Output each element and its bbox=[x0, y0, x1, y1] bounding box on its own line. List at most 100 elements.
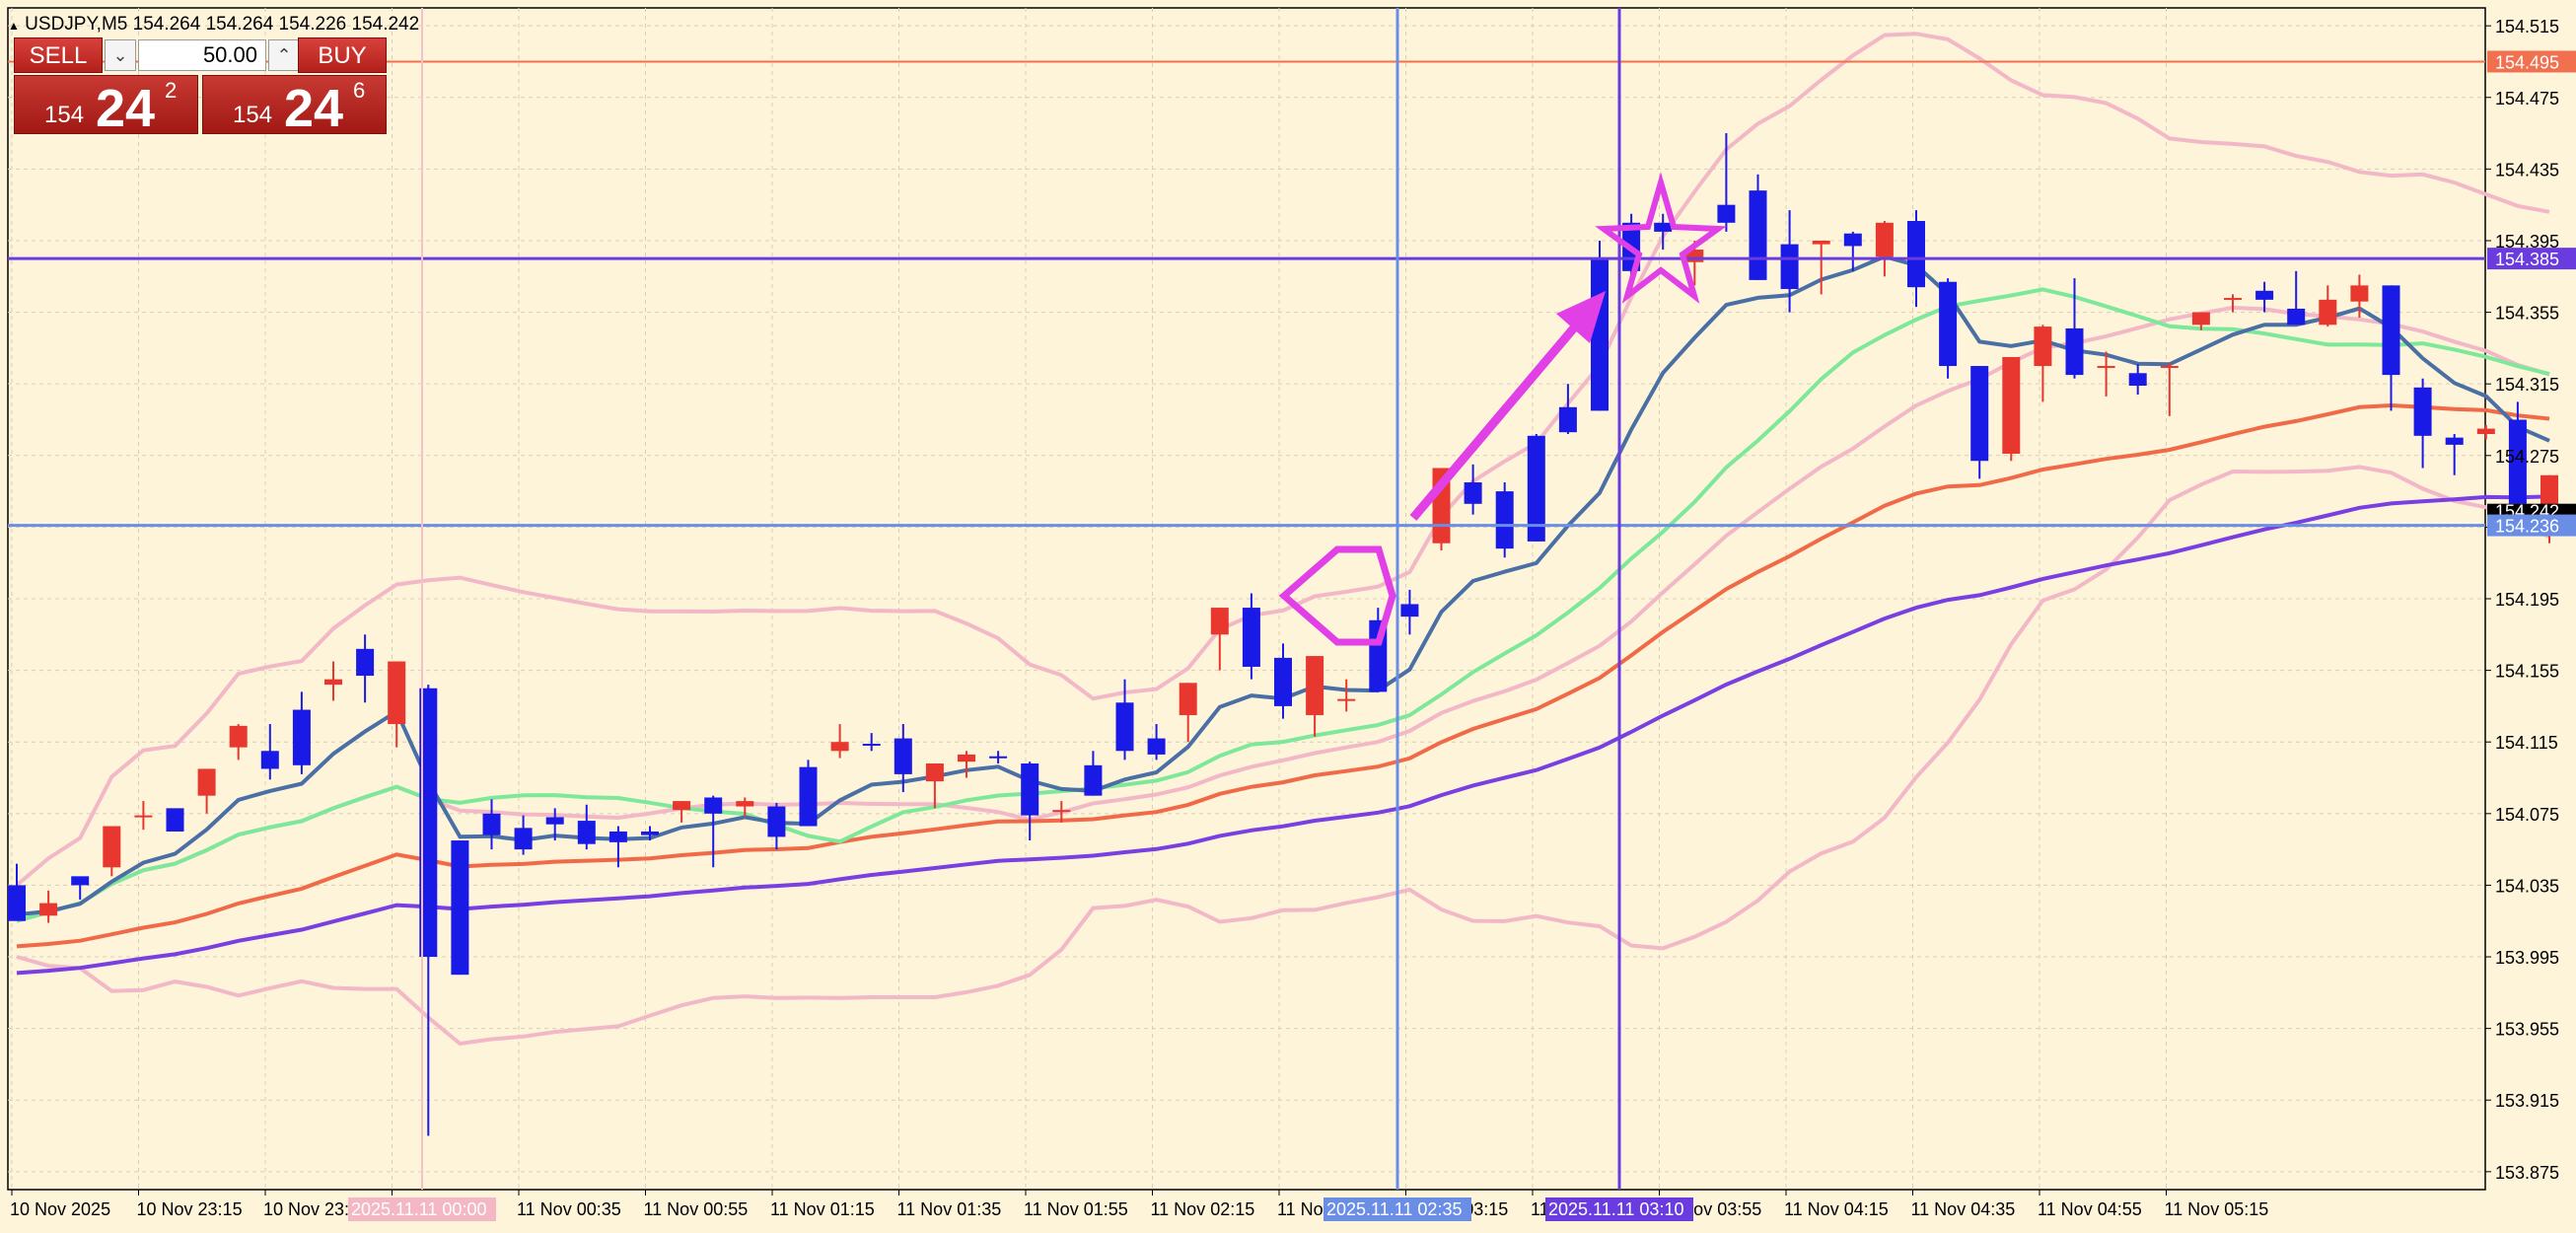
candle-body bbox=[2128, 373, 2147, 386]
time-axis[interactable]: 10 Nov 2025 10 Nov 23:15 10 Nov 23:35 11 No… bbox=[10, 1190, 2268, 1221]
candle-body bbox=[451, 840, 469, 976]
candle-body bbox=[1242, 608, 1260, 667]
vertical-lines[interactable] bbox=[421, 8, 1621, 1190]
purple-level-tag-bg bbox=[2487, 248, 2576, 270]
horizontal-levels[interactable] bbox=[8, 60, 2485, 528]
candle-body bbox=[2476, 428, 2495, 435]
candle-body bbox=[2065, 327, 2084, 376]
x-tick-label: 10 Nov 2025 bbox=[10, 1199, 110, 1219]
triangle-icon: ▲ bbox=[8, 19, 20, 33]
x-tick-label: 10 Nov 23:15 bbox=[137, 1199, 243, 1219]
candle-body bbox=[2097, 366, 2115, 369]
candle-body bbox=[2160, 366, 2179, 369]
candle-body bbox=[1464, 482, 1482, 504]
candle-body bbox=[71, 876, 90, 886]
sell-button[interactable]: SELL bbox=[14, 37, 103, 73]
candle-body bbox=[1495, 491, 1514, 549]
pink-time-label: 2025.11.11 00:00 bbox=[351, 1199, 486, 1219]
candle-body bbox=[134, 815, 153, 818]
candle-body bbox=[767, 806, 786, 837]
y-tick-label: 154.475 bbox=[2495, 89, 2559, 109]
candle-body bbox=[388, 661, 406, 725]
buy-price-display[interactable]: 154 24 6 bbox=[202, 75, 387, 138]
candle-body bbox=[197, 768, 216, 796]
y-tick-label: 153.875 bbox=[2495, 1163, 2559, 1183]
sell-price-main: 24 bbox=[96, 79, 156, 138]
candle-body bbox=[1527, 435, 1545, 542]
candle-body bbox=[1179, 683, 1197, 715]
lot-increase-button[interactable]: ⌃ bbox=[268, 39, 300, 71]
lot-size-input[interactable]: 50.00 bbox=[138, 39, 266, 71]
purple-time-label: 2025.11.11 03:10 bbox=[1548, 1199, 1683, 1219]
candle-body bbox=[1052, 810, 1071, 813]
red-level-tag: 154.495 bbox=[2495, 52, 2559, 72]
price-axis[interactable]: 154.515 154.475 154.435 154.395 154.355 154.3… bbox=[2485, 17, 2559, 1183]
candle-body bbox=[925, 762, 944, 782]
sell-price-prefix: 154 bbox=[44, 102, 85, 128]
star-shape[interactable] bbox=[1595, 172, 1727, 304]
candle-body bbox=[514, 828, 533, 850]
buy-button[interactable]: BUY bbox=[298, 37, 387, 73]
candle-body bbox=[103, 826, 121, 868]
arrow-line[interactable] bbox=[1409, 323, 1580, 521]
candle-body bbox=[482, 813, 501, 835]
symbol-info-text: USDJPY,M5 154.264 154.264 154.226 154.24… bbox=[25, 14, 420, 35]
hexagon-shape[interactable] bbox=[1278, 545, 1396, 646]
candle-body bbox=[608, 831, 627, 842]
candle-body bbox=[1337, 698, 1356, 701]
candle-body bbox=[1115, 702, 1134, 752]
y-tick-label: 154.275 bbox=[2495, 447, 2559, 467]
candle-body bbox=[260, 751, 279, 769]
bollinger-bands bbox=[15, 32, 2550, 1047]
drawing-objects[interactable] bbox=[1278, 172, 1727, 646]
candle-body bbox=[229, 725, 248, 748]
candle-body bbox=[1274, 657, 1292, 706]
candle-body bbox=[2287, 308, 2306, 326]
purple-time-label-bg bbox=[1545, 1197, 1693, 1221]
candle-body bbox=[577, 821, 596, 844]
one-click-trading-panel: SELL ⌄ 50.00 ⌃ BUY 154 24 2 154 24 6 bbox=[14, 37, 387, 138]
sell-price-display[interactable]: 154 24 2 bbox=[14, 75, 198, 138]
candle-body bbox=[1654, 222, 1673, 232]
ma-slow-line bbox=[16, 402, 2550, 949]
candle-body bbox=[1875, 222, 1894, 257]
candle-body bbox=[1306, 656, 1324, 715]
lot-decrease-button[interactable]: ⌄ bbox=[105, 39, 136, 71]
y-tick-label: 154.395 bbox=[2495, 232, 2559, 252]
candle-body bbox=[2319, 299, 2337, 326]
candle-body bbox=[1970, 366, 1989, 462]
arrow-head-icon bbox=[1556, 291, 1606, 343]
candle-body bbox=[799, 766, 818, 827]
y-tick-label: 154.435 bbox=[2495, 160, 2559, 180]
blue-time-label: 2025.11.11 02:35 bbox=[1326, 1199, 1462, 1219]
x-tick-label: 11 Nov 00:55 bbox=[644, 1199, 749, 1219]
y-tick-label: 154.515 bbox=[2495, 17, 2559, 36]
y-tick-label: 154.195 bbox=[2495, 590, 2559, 610]
candle-body bbox=[1907, 221, 1925, 288]
candle-body bbox=[292, 709, 311, 765]
x-tick-label: 11 Nov 05:15 bbox=[2165, 1199, 2269, 1219]
candle-body bbox=[1591, 258, 1609, 411]
sell-price-pip: 2 bbox=[165, 78, 178, 103]
candle-body bbox=[1084, 764, 1103, 796]
candle-body bbox=[2034, 326, 2052, 367]
y-tick-label: 154.115 bbox=[2495, 733, 2558, 753]
chevron-up-icon: ⌃ bbox=[276, 45, 292, 65]
candle-body bbox=[894, 738, 912, 774]
candle-body bbox=[2191, 312, 2210, 326]
x-tick-label: 11 Nov 01:55 bbox=[1024, 1199, 1128, 1219]
x-tick-label: 11 Nov 04:15 bbox=[1784, 1199, 1889, 1219]
candle-body bbox=[1021, 762, 1039, 816]
x-tick-label: 11 Nov 02:15 bbox=[1151, 1199, 1255, 1219]
candle-body bbox=[2224, 298, 2242, 301]
candle-body bbox=[1780, 244, 1799, 289]
candle-body bbox=[2350, 285, 2369, 302]
purple-level-tag: 154.385 bbox=[2495, 250, 2559, 269]
candle-body bbox=[2413, 387, 2432, 436]
x-tick-label: 11 Nov 01:35 bbox=[897, 1199, 1002, 1219]
buy-price-main: 24 bbox=[284, 79, 344, 138]
y-tick-label: 154.315 bbox=[2495, 375, 2559, 395]
